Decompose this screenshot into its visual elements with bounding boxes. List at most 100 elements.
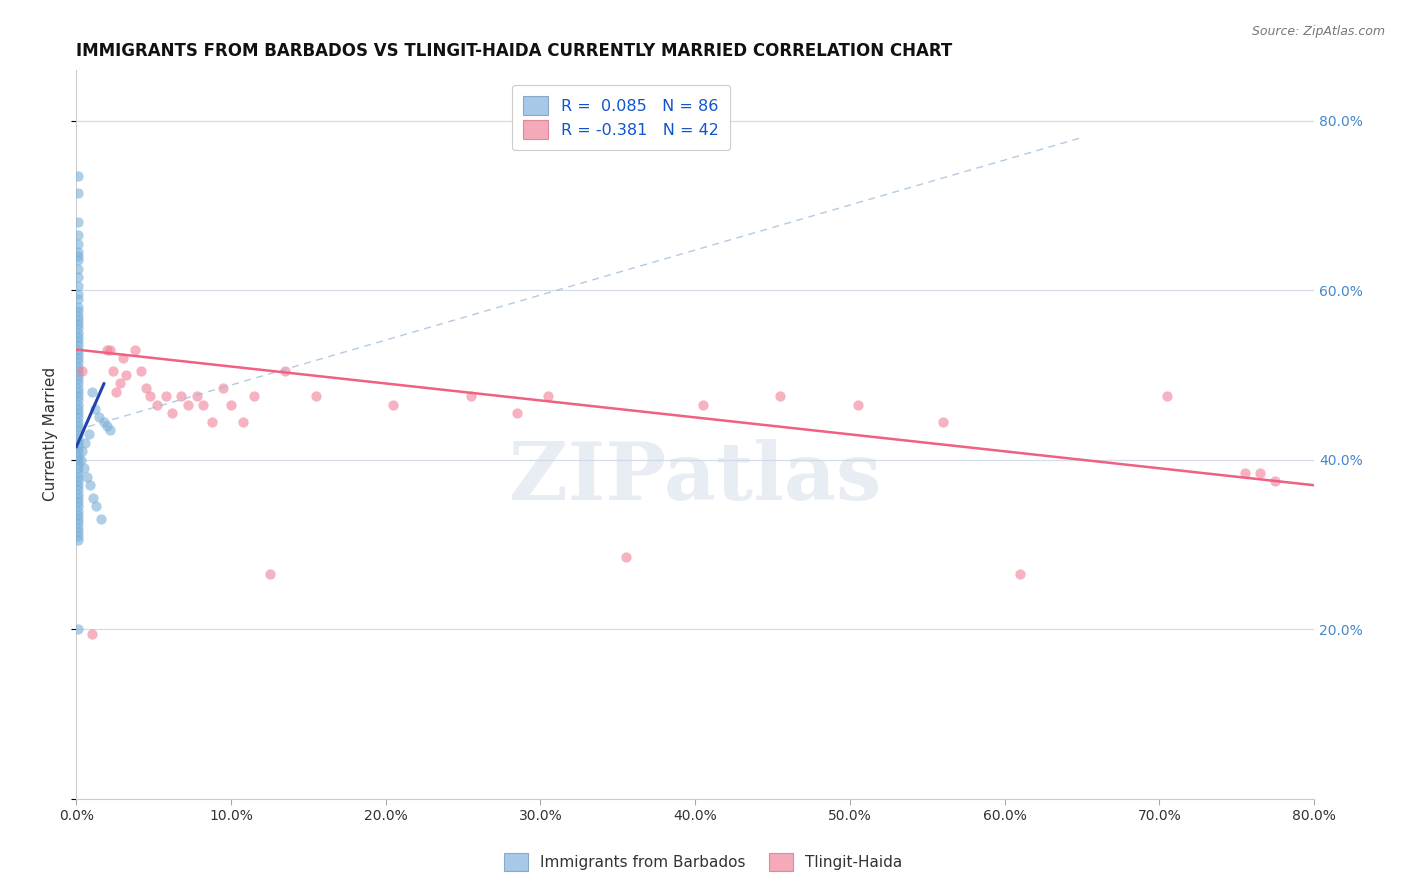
Point: [201, 415, 224, 429]
Point: [66, 169, 89, 183]
Point: [66, 487, 89, 501]
Point: [135, 381, 157, 395]
Point: [259, 567, 281, 582]
Point: [1249, 466, 1271, 480]
Point: [66, 304, 89, 318]
Point: [66, 279, 89, 293]
Point: [66, 469, 89, 483]
Point: [66, 334, 89, 348]
Point: [66, 524, 89, 539]
Point: [66, 474, 89, 488]
Point: [1264, 474, 1286, 488]
Point: [66, 440, 89, 454]
Point: [243, 389, 266, 403]
Point: [66, 359, 89, 374]
Point: [66, 292, 89, 306]
Point: [66, 427, 89, 442]
Point: [75, 435, 97, 450]
Point: [66, 338, 89, 352]
Point: [66, 227, 89, 242]
Point: [769, 389, 792, 403]
Point: [66, 483, 89, 497]
Point: [96, 343, 118, 357]
Point: [170, 389, 193, 403]
Point: [66, 317, 89, 331]
Point: [66, 435, 89, 450]
Point: [66, 512, 89, 526]
Point: [66, 452, 89, 467]
Point: [66, 262, 89, 277]
Point: [186, 389, 208, 403]
Point: [66, 398, 89, 412]
Point: [66, 508, 89, 522]
Point: [66, 245, 89, 260]
Point: [66, 491, 89, 505]
Y-axis label: Currently Married: Currently Married: [44, 368, 58, 501]
Point: [66, 449, 89, 463]
Point: [124, 343, 146, 357]
Point: [66, 389, 89, 403]
Point: [66, 529, 89, 543]
Point: [139, 389, 162, 403]
Point: [66, 372, 89, 386]
Point: [66, 381, 89, 395]
Text: IMMIGRANTS FROM BARBADOS VS TLINGIT-HAIDA CURRENTLY MARRIED CORRELATION CHART: IMMIGRANTS FROM BARBADOS VS TLINGIT-HAID…: [76, 42, 952, 60]
Point: [1010, 567, 1032, 582]
Point: [274, 364, 297, 378]
Point: [80, 384, 103, 399]
Point: [155, 389, 177, 403]
Point: [66, 355, 89, 369]
Point: [66, 504, 89, 518]
Point: [66, 495, 89, 509]
Text: Source: ZipAtlas.com: Source: ZipAtlas.com: [1251, 25, 1385, 38]
Point: [846, 398, 869, 412]
Point: [66, 347, 89, 361]
Point: [93, 415, 115, 429]
Point: [66, 186, 89, 200]
Point: [83, 401, 105, 416]
Point: [129, 364, 152, 378]
Point: [66, 478, 89, 492]
Point: [66, 326, 89, 340]
Point: [460, 389, 482, 403]
Point: [66, 313, 89, 327]
Point: [66, 401, 89, 416]
Point: [66, 330, 89, 344]
Point: [105, 384, 128, 399]
Point: [1156, 389, 1178, 403]
Point: [66, 236, 89, 251]
Point: [98, 423, 121, 437]
Point: [212, 381, 235, 395]
Point: [692, 398, 714, 412]
Point: [145, 398, 167, 412]
Point: [66, 253, 89, 268]
Point: [77, 427, 100, 442]
Point: [66, 516, 89, 531]
Point: [66, 364, 89, 378]
Point: [66, 393, 89, 408]
Point: [66, 457, 89, 471]
Point: [114, 368, 136, 382]
Point: [76, 469, 98, 483]
Point: [72, 444, 94, 458]
Point: [79, 478, 101, 492]
Point: [66, 309, 89, 323]
Point: [382, 398, 405, 412]
Point: [66, 368, 89, 382]
Point: [614, 550, 637, 565]
Point: [103, 364, 125, 378]
Point: [66, 423, 89, 437]
Point: [66, 406, 89, 420]
Point: [82, 491, 104, 505]
Point: [66, 415, 89, 429]
Point: [73, 461, 96, 475]
Point: [72, 364, 94, 378]
Point: [66, 500, 89, 514]
Point: [232, 415, 254, 429]
Point: [66, 270, 89, 285]
Point: [108, 376, 131, 391]
Point: [537, 389, 560, 403]
Point: [66, 410, 89, 425]
Point: [66, 461, 89, 475]
Point: [66, 444, 89, 458]
